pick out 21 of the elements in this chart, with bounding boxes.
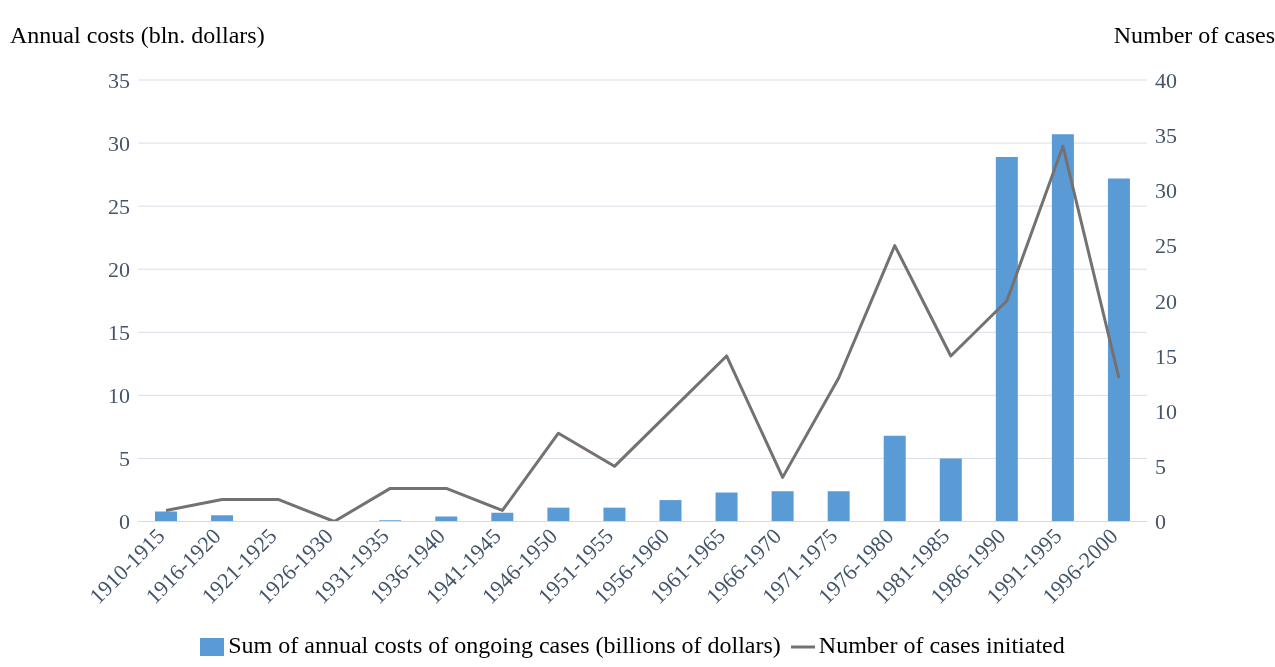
y-tick-label: 35 bbox=[108, 67, 130, 93]
legend-label: Sum of annual costs of ongoing cases (billions of dollars) bbox=[228, 631, 781, 658]
y2-axis-title: Number of cases bbox=[1113, 22, 1275, 49]
y-tick-label: 30 bbox=[108, 130, 130, 156]
y-tick-label: 20 bbox=[108, 257, 130, 283]
y2-tick-label: 5 bbox=[1155, 454, 1166, 480]
y2-tick-label: 15 bbox=[1155, 343, 1177, 369]
y2-tick-label: 10 bbox=[1155, 398, 1177, 424]
y2-tick-label: 30 bbox=[1155, 178, 1177, 204]
y-tick-label: 10 bbox=[108, 383, 130, 409]
y-tick-label: 25 bbox=[108, 193, 130, 219]
y2-tick-label: 35 bbox=[1155, 123, 1177, 148]
y2-tick-label: 20 bbox=[1155, 288, 1177, 314]
legend-label: Number of cases initiated bbox=[818, 631, 1065, 658]
y-tick-label: 5 bbox=[119, 446, 130, 472]
y-tick-label: 15 bbox=[108, 320, 130, 346]
y2-tick-label: 25 bbox=[1155, 233, 1177, 259]
y-axis-title: Annual costs (bln. dollars) bbox=[10, 22, 265, 49]
y2-tick-label: 0 bbox=[1155, 509, 1166, 535]
y-tick-label: 0 bbox=[119, 509, 130, 535]
y2-tick-label: 40 bbox=[1155, 67, 1177, 93]
